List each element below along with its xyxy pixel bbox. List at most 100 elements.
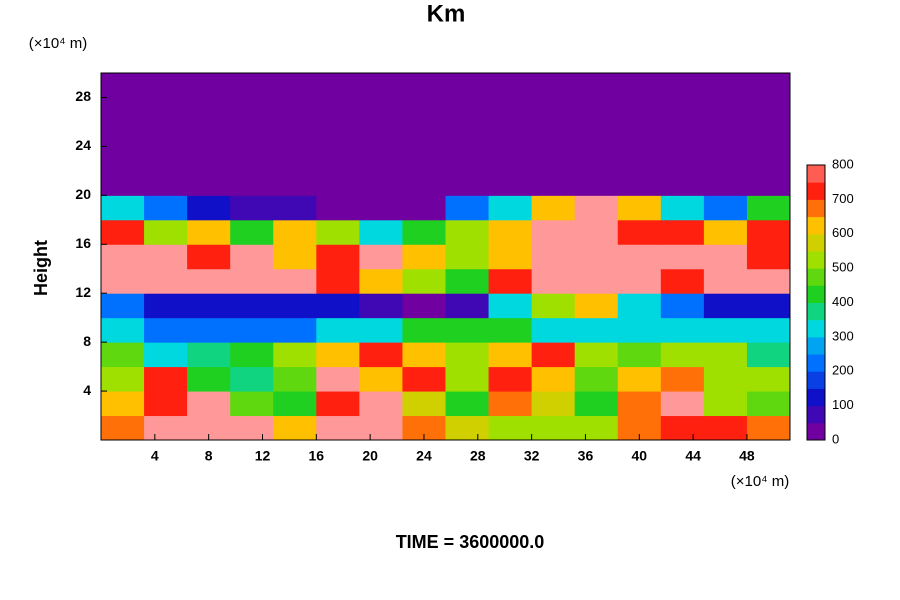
- heatmap-cell: [445, 146, 490, 172]
- heatmap-cell: [660, 146, 705, 172]
- heatmap-cell: [316, 366, 360, 392]
- colorbar-band: [807, 302, 825, 321]
- heatmap-cell: [746, 317, 791, 343]
- heatmap-cell: [273, 146, 317, 172]
- heatmap-cell: [359, 97, 403, 123]
- heatmap-cell: [746, 219, 791, 245]
- heatmap-cell: [703, 342, 748, 368]
- heatmap-cell: [574, 317, 619, 343]
- heatmap-cell: [445, 219, 490, 245]
- heatmap-cell: [574, 121, 619, 147]
- heatmap-cell: [359, 366, 403, 392]
- heatmap-cell: [703, 97, 748, 123]
- x-tick-label: 36: [578, 448, 594, 464]
- heatmap-cell: [230, 219, 274, 245]
- heatmap-cell: [488, 244, 533, 270]
- heatmap-cell: [101, 97, 145, 123]
- heatmap-cell: [316, 293, 360, 319]
- heatmap-cell: [402, 342, 446, 368]
- heatmap-cell: [187, 391, 231, 417]
- heatmap-cell: [187, 342, 231, 368]
- heatmap-cell: [574, 170, 619, 196]
- heatmap-cell: [746, 342, 791, 368]
- heatmap-cell: [531, 146, 576, 172]
- heatmap-cell: [574, 195, 619, 221]
- x-tick-label: 20: [362, 448, 378, 464]
- heatmap-cell: [273, 317, 317, 343]
- heatmap-cell: [316, 244, 360, 270]
- heatmap-cell: [703, 293, 748, 319]
- heatmap-cell: [531, 97, 576, 123]
- heatmap-cell: [359, 293, 403, 319]
- heatmap-cell: [660, 244, 705, 270]
- heatmap-cell: [660, 366, 705, 392]
- heatmap-cell: [273, 293, 317, 319]
- heatmap-cell: [574, 415, 619, 441]
- heatmap-cell: [101, 170, 145, 196]
- heatmap-cell: [273, 244, 317, 270]
- heatmap-cell: [445, 415, 490, 441]
- colorbar-tick-label: 700: [832, 191, 854, 206]
- heatmap-cell: [402, 170, 446, 196]
- colorbar-band: [807, 216, 825, 235]
- heatmap-cell: [230, 195, 274, 221]
- heatmap-cell: [187, 317, 231, 343]
- heatmap-cell: [316, 317, 360, 343]
- heatmap-cell: [531, 121, 576, 147]
- heatmap-cell: [359, 415, 403, 441]
- colorbar-band: [807, 285, 825, 303]
- heatmap-cell: [746, 293, 791, 319]
- heatmap-cell: [703, 391, 748, 417]
- heatmap-cell: [488, 121, 533, 147]
- x-unit: (×10⁴ m): [731, 473, 790, 490]
- y-tick-label: 28: [75, 88, 91, 104]
- heatmap-cell: [230, 73, 274, 98]
- heatmap-cell: [746, 170, 791, 196]
- heatmap-cell: [402, 73, 446, 98]
- heatmap-cell: [144, 391, 188, 417]
- heatmap-cell: [101, 195, 145, 221]
- heatmap-cell: [273, 195, 317, 221]
- heatmap-cell: [703, 415, 748, 441]
- heatmap-cell: [574, 293, 619, 319]
- heatmap-cell: [746, 146, 791, 172]
- heatmap-cell: [273, 170, 317, 196]
- x-tick-label: 48: [739, 448, 755, 464]
- heatmap-cell: [660, 97, 705, 123]
- heatmap-cell: [316, 342, 360, 368]
- heatmap-cell: [531, 219, 576, 245]
- heatmap-cell: [316, 268, 360, 294]
- heatmap-cell: [703, 244, 748, 270]
- heatmap-cell: [617, 268, 662, 294]
- heatmap-cell: [445, 342, 490, 368]
- heatmap-cell: [187, 244, 231, 270]
- heatmap-cell: [316, 170, 360, 196]
- heatmap-cell: [488, 97, 533, 123]
- heatmap-cell: [445, 73, 490, 98]
- heatmap-cell: [746, 268, 791, 294]
- heatmap-cell: [144, 73, 188, 98]
- chart-title: Km: [427, 0, 466, 27]
- heatmap-cell: [617, 146, 662, 172]
- heatmap-cell: [402, 146, 446, 172]
- heatmap-cell: [531, 317, 576, 343]
- y-unit: (×10⁴ m): [29, 35, 88, 52]
- heatmap-cell: [230, 391, 274, 417]
- heatmap-cell: [359, 391, 403, 417]
- heatmap-cell: [187, 268, 231, 294]
- heatmap-cell: [402, 268, 446, 294]
- heatmap-cell: [230, 342, 274, 368]
- heatmap-cell: [574, 244, 619, 270]
- heatmap-cell: [488, 391, 533, 417]
- heatmap-cell: [144, 121, 188, 147]
- heatmap-cell: [230, 415, 274, 441]
- heatmap-cell: [660, 219, 705, 245]
- heatmap-cell: [144, 97, 188, 123]
- colorbar-band: [807, 250, 825, 269]
- heatmap-cell: [488, 342, 533, 368]
- heatmap-cell: [746, 97, 791, 123]
- heatmap-cell: [402, 219, 446, 245]
- heatmap-cell: [144, 219, 188, 245]
- colorbar-band: [807, 422, 825, 441]
- heatmap-cell: [660, 391, 705, 417]
